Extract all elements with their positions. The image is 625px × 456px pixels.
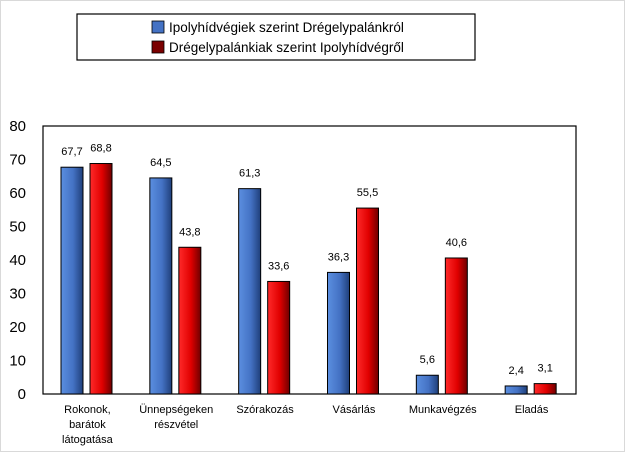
- x-tick-label: Munkavégzés: [409, 404, 477, 416]
- bar-series-2: [267, 280, 291, 395]
- legend-swatch-series-1: [151, 20, 165, 34]
- data-label: 61,3: [239, 168, 260, 180]
- bar-series-2: [444, 257, 468, 395]
- data-label: 43,8: [179, 226, 200, 238]
- bar-series-1: [60, 166, 84, 395]
- y-tick-label: 80: [9, 118, 26, 135]
- data-label: 68,8: [90, 143, 111, 155]
- data-label: 33,6: [268, 260, 289, 272]
- legend: Ipolyhídvégiek szerint Drégelypalánkról …: [76, 13, 476, 61]
- y-tick-label: 30: [9, 286, 26, 303]
- bar-series-1: [149, 177, 173, 395]
- y-tick-label: 70: [9, 152, 26, 169]
- x-tick-label: Ünnepségeken részvétel: [139, 404, 213, 431]
- data-label: 3,1: [538, 363, 553, 375]
- x-tick-label: Rokonok, barátok látogatása: [62, 404, 114, 446]
- bar-series-1: [415, 374, 439, 395]
- x-tick-label: Szórakozás: [236, 404, 294, 416]
- y-tick-label: 40: [9, 252, 26, 269]
- data-label: 55,5: [357, 187, 378, 199]
- y-tick-label: 20: [9, 319, 26, 336]
- bar-series-1: [327, 271, 350, 395]
- y-tick-label: 10: [9, 353, 26, 370]
- x-axis: Rokonok, barátok látogatása Ünnepségeken rés…: [62, 404, 549, 446]
- data-label: 2,4: [509, 365, 524, 377]
- y-tick-label: 60: [9, 185, 26, 202]
- bar-series-2: [89, 163, 113, 395]
- bar-series-2: [356, 207, 379, 395]
- legend-label-series-1: Ipolyhídvégiek szerint Drégelypalánkról: [169, 20, 404, 35]
- legend-swatch-series-2: [151, 40, 165, 54]
- data-label: 40,6: [446, 237, 467, 249]
- x-tick-label: Vásárlás: [333, 404, 376, 416]
- y-axis: 0 10 20 30 40 50 60 70 80: [9, 118, 26, 403]
- plot-area: [42, 125, 577, 395]
- data-label: 64,5: [150, 157, 171, 169]
- data-labels: 67,7 64,5 61,3 36,3 5,6 2,4 68,8 43,8 33,6 55,5 40…: [61, 143, 553, 377]
- x-tick-label: Eladás: [515, 404, 549, 416]
- legend-label-series-2: Drégelypalánkiak szerint Ipolyhídvégről: [169, 40, 404, 55]
- bar-series-2: [533, 383, 557, 395]
- y-tick-label: 50: [9, 219, 26, 236]
- data-label: 36,3: [328, 251, 349, 263]
- y-tick-label: 0: [18, 386, 26, 403]
- data-label: 67,7: [61, 146, 82, 158]
- bar-series-2: [178, 246, 202, 395]
- legend-box: [76, 13, 476, 61]
- bar-series-1: [238, 188, 262, 395]
- data-label: 5,6: [420, 354, 435, 366]
- bars: [60, 163, 557, 395]
- bar-series-1: [504, 385, 528, 395]
